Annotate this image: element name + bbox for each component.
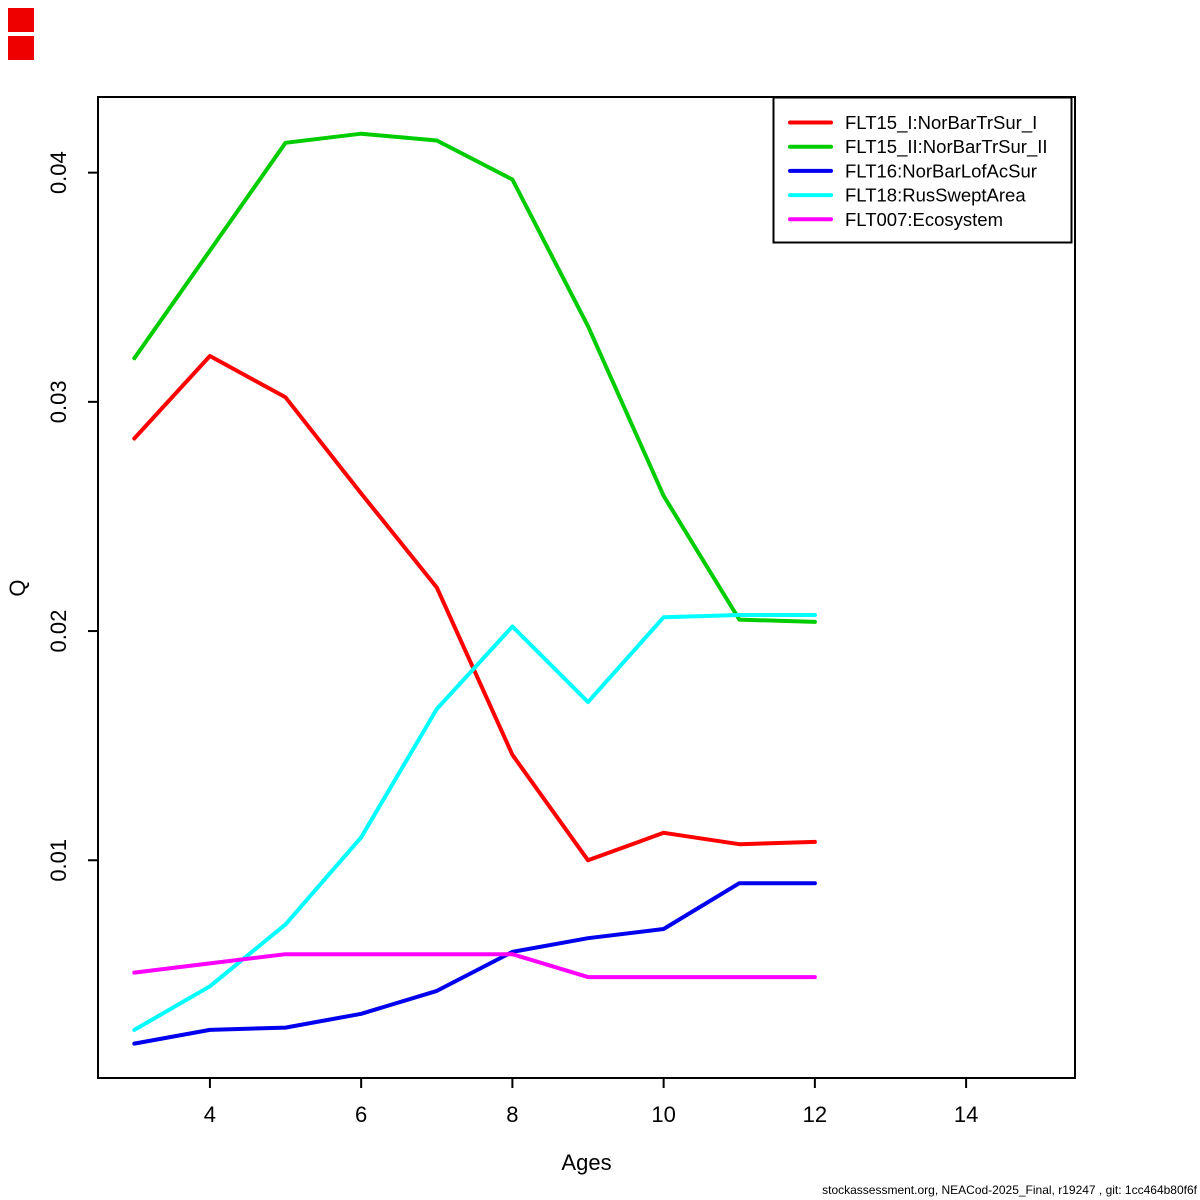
series-line-flt007	[132, 952, 817, 980]
series-line-flt18	[132, 613, 817, 1032]
x-axis-tick-label: 8	[506, 1102, 518, 1127]
legend: FLT15_I:NorBarTrSur_IFLT15_II:NorBarTrSu…	[772, 96, 1073, 244]
legend-label: FLT15_I:NorBarTrSur_I	[845, 112, 1037, 134]
series-line-flt15_i	[132, 354, 817, 863]
x-axis-tick-label: 6	[355, 1102, 367, 1127]
x-axis-tick-label: 10	[651, 1102, 675, 1127]
legend-label: FLT16:NorBarLofAcSur	[845, 160, 1037, 181]
x-axis-tick-label: 4	[204, 1102, 216, 1127]
red-corner-marker-1	[8, 8, 34, 32]
x-axis-tick-label: 12	[803, 1102, 827, 1127]
y-axis-tick-label: 0.03	[46, 380, 71, 423]
legend-label: FLT18:RusSweptArea	[845, 185, 1026, 206]
legend-label: FLT007:Ecosystem	[845, 209, 1003, 230]
red-corner-marker-2	[8, 36, 34, 60]
legend-label: FLT15_II:NorBarTrSur_II	[845, 136, 1048, 158]
y-axis-tick-label: 0.02	[46, 610, 71, 653]
x-axis-tick-label: 14	[954, 1102, 978, 1127]
x-axis-title: Ages	[561, 1150, 612, 1175]
y-axis-title: Q	[5, 579, 30, 597]
footer-citation: stockassessment.org, NEACod-2025_Final, …	[822, 1183, 1197, 1197]
y-axis-tick-label: 0.01	[46, 839, 71, 882]
y-axis-tick-label: 0.04	[46, 151, 71, 194]
plot-box	[97, 96, 1076, 1079]
series-line-flt16	[132, 881, 817, 1046]
series-line-flt15_ii	[132, 131, 817, 624]
